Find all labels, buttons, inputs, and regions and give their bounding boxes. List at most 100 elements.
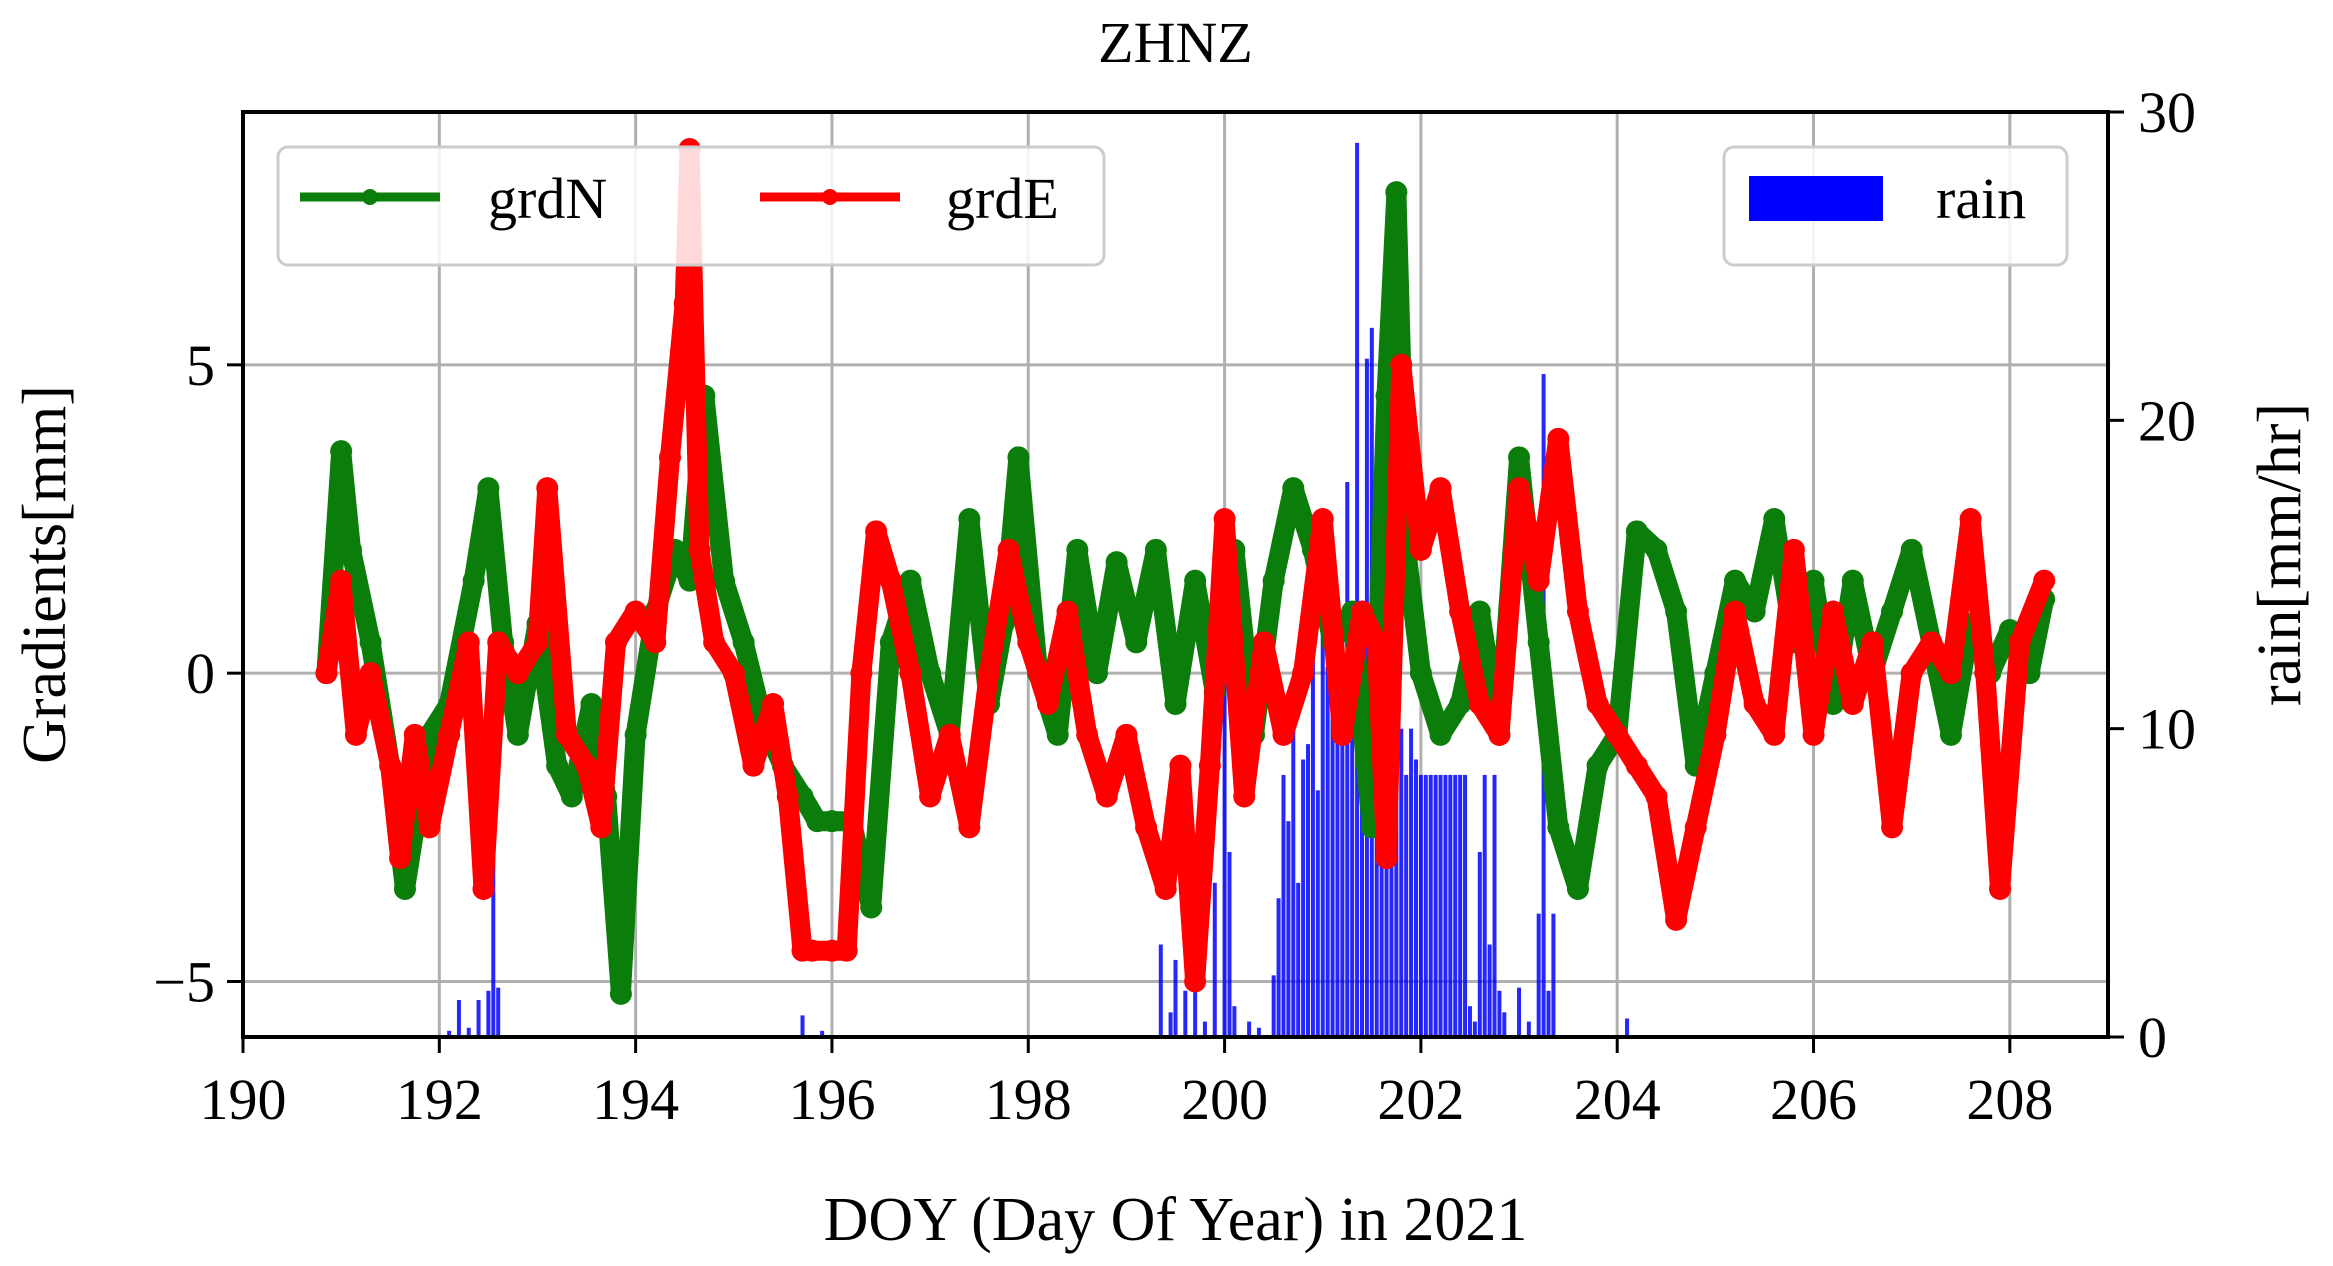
grdE-point <box>1076 723 1099 746</box>
grdE-point <box>1841 693 1864 715</box>
rain-bar <box>1306 744 1311 1037</box>
y-tick-label: −5 <box>153 950 215 1015</box>
grdN-point <box>1468 600 1491 623</box>
grdE-point <box>403 723 426 746</box>
legend-grdE-label: grdE <box>946 166 1059 231</box>
grdE-point <box>835 939 858 962</box>
grdE-point <box>1625 754 1648 777</box>
grdN-point <box>1566 878 1589 900</box>
rain-bar <box>1492 774 1497 1037</box>
rain-bar <box>1463 774 1468 1037</box>
grdN-point <box>1409 662 1432 685</box>
grdN-point <box>1385 181 1408 204</box>
grdE-point <box>1184 970 1207 993</box>
rain-bar <box>1222 636 1227 1037</box>
grdE-point <box>1213 508 1236 530</box>
grdE-point <box>1095 785 1118 808</box>
legend-grdN-label: grdN <box>488 166 607 231</box>
grdN-point <box>860 896 883 919</box>
grdE-point <box>1959 508 1982 530</box>
grdN-point <box>1429 723 1452 746</box>
rain-bar <box>1409 728 1414 1037</box>
grdE-point <box>344 723 367 746</box>
grdN-point <box>1105 551 1128 574</box>
grdE-point <box>1743 693 1766 715</box>
grdN-point <box>477 477 500 500</box>
grdN-point <box>1802 569 1825 592</box>
grdE-point <box>590 816 613 839</box>
grdE-point <box>1704 723 1727 746</box>
grdN-point <box>1527 631 1550 654</box>
grdE-point <box>1488 723 1511 746</box>
rain-bar <box>1472 1021 1477 1037</box>
grdE-point <box>879 569 902 592</box>
grdE-point <box>1645 785 1668 808</box>
grdE-point <box>865 520 888 543</box>
grdN-point <box>624 723 647 746</box>
grdE-point <box>1920 631 1943 654</box>
rain-bar <box>1497 990 1502 1037</box>
grdE-point <box>762 693 785 715</box>
grdN-point <box>1262 569 1285 592</box>
grdE-point <box>536 477 559 500</box>
grdE-point <box>389 847 412 870</box>
grdN-point <box>462 569 485 592</box>
grdN-point <box>1007 446 1030 469</box>
rain-bar <box>1355 142 1360 1038</box>
grdE-point <box>555 723 578 746</box>
grdE-point <box>703 631 726 654</box>
legend-rain-label: rain <box>1936 166 2026 231</box>
rain-bar <box>1202 1021 1207 1037</box>
grdE-point <box>1763 723 1786 746</box>
rain-bar <box>1404 774 1409 1037</box>
grdE-point <box>1566 600 1589 623</box>
rain-bar <box>1413 759 1418 1037</box>
grdE-point <box>330 569 353 592</box>
rain-bar <box>1158 944 1163 1037</box>
rain-bar <box>1340 636 1345 1037</box>
rain-bar <box>1526 1021 1531 1037</box>
rain-bar <box>1315 790 1320 1037</box>
rain-bar <box>1330 697 1335 1037</box>
grdE-point <box>2008 631 2031 654</box>
rain-bar <box>496 987 501 1037</box>
grdE-point <box>1900 662 1923 685</box>
grdE-point <box>1272 723 1295 746</box>
grdE-point <box>1390 353 1413 376</box>
grdE-point <box>938 723 961 746</box>
grdN-point <box>359 631 382 654</box>
rain-bar <box>1227 852 1232 1037</box>
y-right-tick-label: 20 <box>2138 388 2196 453</box>
grdE-point <box>315 662 338 685</box>
rain-bar <box>1438 774 1443 1037</box>
rain-bar <box>1325 667 1330 1037</box>
rain-bar <box>1212 882 1217 1037</box>
rain-bar <box>447 1030 452 1037</box>
grdE-point <box>1135 816 1158 839</box>
rain-bar <box>1453 774 1458 1037</box>
rain-bar <box>1536 913 1541 1037</box>
grdE-point <box>1351 600 1373 623</box>
rain-bar <box>1428 774 1433 1037</box>
grdN-point <box>1125 631 1148 654</box>
grdN-point <box>1046 723 1069 746</box>
grdE-point <box>1169 754 1192 777</box>
grdE-point <box>1036 693 1059 715</box>
rain-bar <box>1517 987 1522 1037</box>
grdE-point <box>1449 600 1472 623</box>
grdE-point <box>1365 631 1388 654</box>
chart-title: ZHNZ <box>1098 10 1253 75</box>
rain-bar <box>820 1030 825 1037</box>
grdN-point <box>820 810 843 833</box>
legend-rain-swatch <box>1749 176 1883 221</box>
rain-bar <box>486 990 491 1037</box>
grdE-point <box>1782 538 1805 561</box>
grdE-point <box>506 662 529 685</box>
rain-bar <box>1168 1012 1173 1037</box>
y-right-tick-label: 30 <box>2138 80 2196 145</box>
legend-rain: rain <box>1722 145 2069 267</box>
grdE-point <box>1292 662 1315 685</box>
grdE-point <box>722 662 745 685</box>
grdN-point <box>393 878 416 900</box>
